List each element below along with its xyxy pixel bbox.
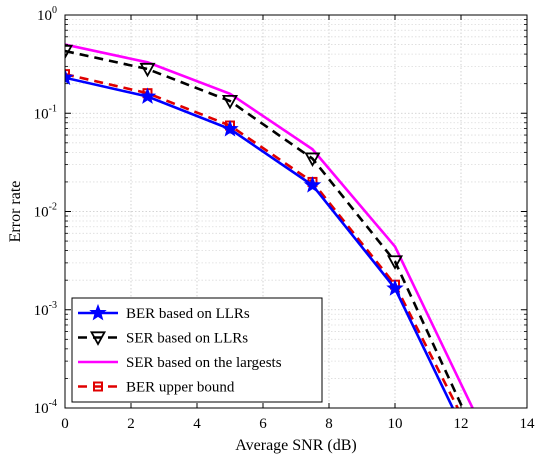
series-2 (65, 43, 474, 408)
star-marker (221, 119, 239, 137)
square-marker (65, 69, 70, 80)
legend-item: BER based on LLRs (78, 303, 250, 322)
series-line (65, 72, 459, 408)
legend-item: SER based on the largests (78, 355, 282, 371)
square-marker (93, 381, 103, 392)
legend: BER based on LLRs SER based on LLRs SER ba… (71, 297, 323, 403)
y-tick-label: 10-3 (34, 300, 57, 319)
series-line (65, 76, 454, 408)
ticks: 0 2 4 6 8 10 12 14 100 10-1 10-2 10-3 10-4 (34, 5, 535, 432)
series-1 (65, 44, 464, 408)
x-tick-label: 2 (127, 416, 135, 432)
y-tick-label: 100 (37, 5, 57, 24)
y-tick-label: 10-4 (34, 398, 57, 417)
legend-box (71, 297, 323, 403)
triangle-down-marker (89, 331, 107, 346)
y-tick-label: 10-1 (34, 103, 57, 122)
y-tick-label: 10-2 (34, 202, 57, 221)
legend-item: SER based on LLRs (78, 331, 248, 347)
x-tick-label: 6 (259, 416, 267, 432)
x-axis-label: Average SNR (dB) (235, 437, 356, 454)
legend-label: BER based on LLRs (126, 306, 250, 322)
star-marker (386, 279, 404, 296)
triangle-down-marker (65, 44, 74, 60)
star-marker (138, 87, 157, 104)
series-line (65, 43, 474, 408)
legend-item: BER upper bound (78, 380, 235, 396)
star-marker (65, 68, 74, 86)
legend-label: SER based on the largests (126, 355, 282, 371)
x-tick-label: 10 (388, 416, 403, 432)
y-axis-label: Error rate (7, 181, 24, 243)
triangle-down-marker (139, 62, 156, 78)
legend-label: BER upper bound (126, 380, 235, 396)
triangle-down-marker (221, 94, 239, 110)
legend-label: SER based on LLRs (126, 331, 248, 347)
star-marker (303, 176, 322, 193)
series-layer (65, 43, 474, 408)
x-tick-label: 12 (454, 416, 469, 432)
triangle-down-marker (304, 152, 321, 168)
series-0 (65, 68, 454, 408)
x-tick-label: 14 (520, 416, 536, 432)
x-tick-label: 4 (193, 416, 201, 432)
triangle-down-marker (386, 255, 404, 270)
x-tick-label: 8 (325, 416, 333, 432)
x-tick-label: 0 (61, 416, 69, 432)
star-marker (89, 303, 107, 321)
